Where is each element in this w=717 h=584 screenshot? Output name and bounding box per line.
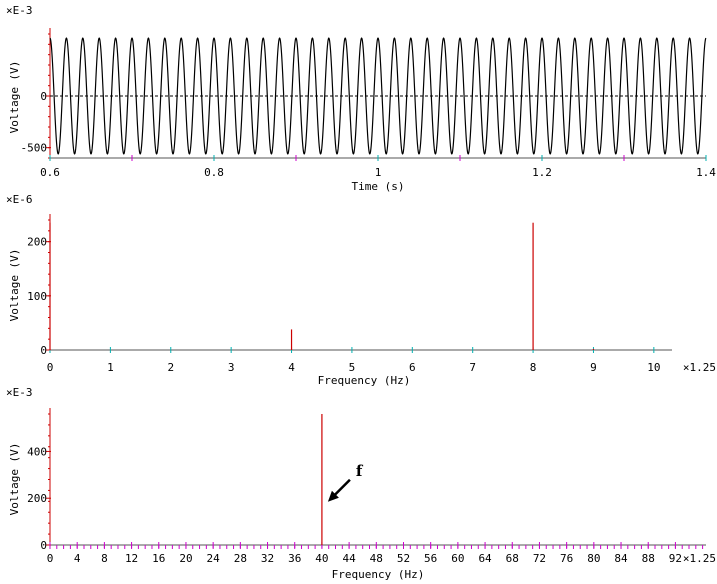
x-tick-label: 60: [451, 552, 464, 565]
x-axis-label: Frequency (Hz): [332, 568, 425, 581]
y-tick-label: 200: [27, 236, 47, 249]
x-tick-label: 10: [647, 361, 660, 374]
x-tick-label: 84: [614, 552, 628, 565]
x-tick-label: 88: [642, 552, 655, 565]
y-scale-multiplier: ×E-6: [6, 193, 33, 206]
x-tick-label: 4: [288, 361, 295, 374]
x-tick-label: 68: [506, 552, 519, 565]
x-tick-label: 32: [261, 552, 274, 565]
x-tick-label: 0.6: [40, 166, 60, 179]
x-tick-label: 2: [167, 361, 174, 374]
y-axis-label: Voltage (V): [8, 249, 21, 322]
x-tick-label: 40: [315, 552, 328, 565]
x-tick-label: 36: [288, 552, 301, 565]
x-tick-label: 80: [587, 552, 600, 565]
x-tick-label: 24: [207, 552, 221, 565]
annotation-arrow-head: [327, 490, 339, 502]
chart-panel-2: ×E-6 Voltage (V) Frequency (Hz) 0 100 200 0 1 2 3…: [6, 193, 716, 387]
y-axis-label: Voltage (V): [8, 61, 21, 134]
x-tick-label: 20: [179, 552, 192, 565]
x-tick-label: 16: [152, 552, 165, 565]
signal-trace-series-1: [49, 37, 707, 155]
x-tick-label: 1.4: [696, 166, 716, 179]
x-axis-label: Frequency (Hz): [318, 374, 411, 387]
y-tick-label: 100: [27, 290, 47, 303]
x-tick-label: 5: [349, 361, 356, 374]
x-tick-label: 92: [669, 552, 682, 565]
x-tick-label: 3: [228, 361, 235, 374]
x-tick-label: 56: [424, 552, 437, 565]
y-axis-label: Voltage (V): [8, 443, 21, 516]
chart-panel-1: ×E-3 Voltage (V) Time (s) -500 0 0.6 0.8 1 1.2 1.…: [6, 4, 716, 193]
x-tick-label: 52: [397, 552, 410, 565]
y-scale-multiplier: ×E-3: [6, 386, 33, 399]
x-tick-label: 6: [409, 361, 416, 374]
x-tick-label: 8: [530, 361, 537, 374]
x-tick-label: 72: [533, 552, 546, 565]
x-tick-label: 12: [125, 552, 138, 565]
x-tick-label: 1: [375, 166, 382, 179]
x-tick-label: 44: [342, 552, 356, 565]
x-tick-label: 1.2: [532, 166, 552, 179]
y-tick-label: 0: [40, 90, 47, 103]
y-tick-label: 200: [27, 492, 47, 505]
x-tick-label: 28: [234, 552, 247, 565]
x-tick-label: 1: [107, 361, 114, 374]
x-tick-label: 64: [478, 552, 492, 565]
y-tick-label: -500: [21, 142, 48, 155]
x-tick-label: 0: [47, 361, 54, 374]
annotation-label: f: [356, 462, 364, 480]
y-tick-label: 0: [40, 539, 47, 552]
x-tick-label: 48: [370, 552, 383, 565]
x-axis-label: Time (s): [352, 180, 405, 193]
x-tick-label: 4: [74, 552, 81, 565]
x-scale-multiplier: ×1.25: [683, 361, 716, 374]
x-tick-label: 9: [590, 361, 597, 374]
x-tick-label: 7: [469, 361, 476, 374]
y-tick-label: 400: [27, 445, 47, 458]
x-tick-label: 0: [47, 552, 54, 565]
x-scale-multiplier: ×1.25: [683, 552, 716, 565]
x-tick-label: 8: [101, 552, 108, 565]
x-tick-label: 76: [560, 552, 573, 565]
x-tick-label: 0.8: [204, 166, 224, 179]
y-tick-label: 0: [40, 344, 47, 357]
y-scale-multiplier: ×E-3: [6, 4, 33, 17]
